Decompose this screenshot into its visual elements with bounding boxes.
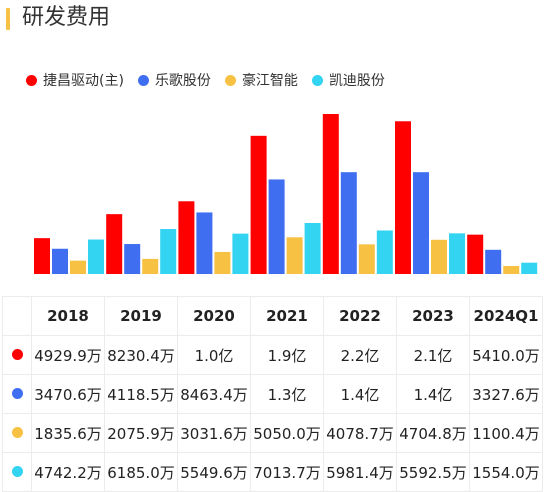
bar-cyan-2021[interactable] xyxy=(304,222,321,274)
col-header-2021: 2021 xyxy=(250,296,324,336)
table-cell: 4742.2万 xyxy=(31,452,105,492)
table-cell: 8230.4万 xyxy=(104,335,178,375)
legend-item-3[interactable]: 凯迪股份 xyxy=(311,70,385,90)
bar-yellow-2020[interactable] xyxy=(214,251,231,274)
table-row: 4742.2万 6185.0万 5549.6万 7013.7万 5981.4万 … xyxy=(2,452,543,492)
chart-title: 研发费用 xyxy=(22,5,111,30)
table-cell: 6185.0万 xyxy=(104,452,178,492)
table-row: 4929.9万 8230.4万 1.0亿 1.9亿 2.2亿 2.1亿 5410… xyxy=(2,335,543,375)
table-cell: 1835.6万 xyxy=(31,413,105,453)
table-cell: 5549.6万 xyxy=(177,452,251,492)
bar-red-2019[interactable] xyxy=(106,214,123,274)
table-cell: 5050.0万 xyxy=(250,413,324,453)
row-marker-dot-icon xyxy=(11,427,23,438)
row-marker xyxy=(2,413,32,453)
bar-red-2023[interactable] xyxy=(395,121,411,274)
table-cell: 1.9亿 xyxy=(250,335,324,375)
bar-red-2022[interactable] xyxy=(322,114,339,274)
table-cell: 1.4亿 xyxy=(323,374,397,414)
table-cell: 8463.4万 xyxy=(177,374,251,414)
legend-dot-3 xyxy=(311,74,323,86)
col-header-2019: 2019 xyxy=(104,296,178,336)
legend-item-1[interactable]: 乐歌股份 xyxy=(137,70,211,90)
row-marker-dot-icon xyxy=(11,466,23,477)
col-header-2022: 2022 xyxy=(323,296,397,336)
row-marker-dot-icon xyxy=(11,388,23,399)
table-cell: 1554.0万 xyxy=(469,452,543,492)
table-cell: 4704.8万 xyxy=(396,413,470,453)
bar-blue-2023[interactable] xyxy=(413,172,429,274)
bar-cyan-2019[interactable] xyxy=(160,229,177,274)
row-marker xyxy=(2,452,32,492)
table-cell: 4118.5万 xyxy=(104,374,178,414)
row-marker-dot-icon xyxy=(11,349,23,360)
col-header-2018: 2018 xyxy=(31,296,105,336)
title-accent-bar xyxy=(6,8,10,30)
legend-item-0[interactable]: 捷昌驱动(主) xyxy=(26,70,124,90)
bar-cyan-2022[interactable] xyxy=(376,230,393,274)
bar-yellow-2018[interactable] xyxy=(70,260,86,274)
legend-label-3: 凯迪股份 xyxy=(328,73,385,89)
legend-dot-1 xyxy=(137,74,149,86)
table-cell: 3031.6万 xyxy=(177,413,251,453)
table-cell: 2075.9万 xyxy=(104,413,178,453)
bar-red-2018[interactable] xyxy=(34,238,50,274)
table-row: 1835.6万 2075.9万 3031.6万 5050.0万 4078.7万 … xyxy=(2,413,543,453)
legend-label-1: 乐歌股份 xyxy=(154,73,211,89)
legend-dot-2 xyxy=(224,74,236,86)
bar-blue-2024Q1[interactable] xyxy=(485,249,502,274)
bar-blue-2020[interactable] xyxy=(196,212,213,274)
bar-yellow-2023[interactable] xyxy=(431,239,447,274)
table-cell: 5592.5万 xyxy=(396,452,470,492)
legend-label-2: 豪江智能 xyxy=(241,73,298,89)
table-cell: 5410.0万 xyxy=(469,335,543,375)
bar-cyan-2020[interactable] xyxy=(232,233,249,274)
bar-blue-2021[interactable] xyxy=(268,179,285,274)
col-header-2020: 2020 xyxy=(177,296,251,336)
legend-item-2[interactable]: 豪江智能 xyxy=(224,70,298,90)
bar-yellow-2021[interactable] xyxy=(286,237,303,274)
bar-chart xyxy=(34,114,538,274)
table-cell: 5981.4万 xyxy=(323,452,397,492)
table-cell: 1100.4万 xyxy=(469,413,543,453)
bar-cyan-2023[interactable] xyxy=(449,233,465,274)
bar-blue-2019[interactable] xyxy=(124,244,141,274)
bar-yellow-2022[interactable] xyxy=(358,244,375,274)
table-cell: 1.0亿 xyxy=(177,335,251,375)
table-row: 3470.6万 4118.5万 8463.4万 1.3亿 1.4亿 1.4亿 3… xyxy=(2,374,543,414)
table-header-row: 2018 2019 2020 2021 2022 2023 2024Q1 xyxy=(2,296,543,336)
table-cell: 7013.7万 xyxy=(250,452,324,492)
legend-label-0: 捷昌驱动(主) xyxy=(43,73,124,89)
table-cell: 3327.6万 xyxy=(469,374,543,414)
table-cell: 2.2亿 xyxy=(323,335,397,375)
col-header-2023: 2023 xyxy=(396,296,470,336)
bar-cyan-2018[interactable] xyxy=(88,239,104,274)
bar-blue-2022[interactable] xyxy=(340,172,357,274)
row-marker xyxy=(2,374,32,414)
bar-red-2021[interactable] xyxy=(250,135,267,274)
bar-blue-2018[interactable] xyxy=(52,248,68,274)
table-cell: 2.1亿 xyxy=(396,335,470,375)
bar-yellow-2019[interactable] xyxy=(142,258,159,274)
bar-red-2024Q1[interactable] xyxy=(467,234,484,274)
table-cell: 4078.7万 xyxy=(323,413,397,453)
bar-yellow-2024Q1[interactable] xyxy=(503,265,520,274)
row-marker xyxy=(2,335,32,375)
bar-cyan-2024Q1[interactable] xyxy=(521,262,538,274)
bar-red-2020[interactable] xyxy=(178,201,195,274)
col-header-2024q1: 2024Q1 xyxy=(469,296,543,336)
data-table: 2018 2019 2020 2021 2022 2023 2024Q1 492… xyxy=(2,296,543,492)
table-cell: 1.3亿 xyxy=(250,374,324,414)
legend: 捷昌驱动(主) 乐歌股份 豪江智能 凯迪股份 xyxy=(26,68,385,92)
table-cell: 3470.6万 xyxy=(31,374,105,414)
legend-dot-0 xyxy=(26,74,37,86)
table-cell: 1.4亿 xyxy=(396,374,470,414)
table-cell: 4929.9万 xyxy=(31,335,105,375)
table-corner xyxy=(2,296,32,336)
